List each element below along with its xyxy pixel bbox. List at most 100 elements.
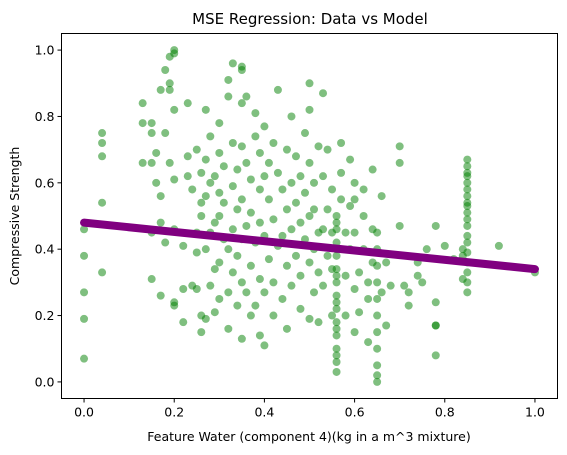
scatter-point bbox=[260, 288, 269, 297]
scatter-point bbox=[364, 294, 373, 303]
scatter-point bbox=[332, 344, 341, 353]
scatter-point bbox=[269, 311, 278, 320]
scatter-point bbox=[192, 145, 201, 154]
scatter-point bbox=[215, 294, 224, 303]
scatter-point bbox=[138, 119, 147, 128]
scatter-point bbox=[210, 172, 219, 181]
scatter-point bbox=[147, 275, 156, 284]
scatter-point bbox=[201, 314, 210, 323]
scatter-point bbox=[350, 285, 359, 293]
scatter-point bbox=[404, 301, 413, 310]
scatter-point bbox=[260, 172, 269, 181]
scatter-point bbox=[237, 334, 246, 343]
scatter-point bbox=[346, 202, 355, 211]
scatter-point bbox=[188, 185, 197, 194]
x-tick-label: 0.6 bbox=[345, 405, 365, 420]
scatter-point bbox=[341, 271, 350, 280]
scatter-point bbox=[138, 99, 147, 108]
scatter-point bbox=[215, 119, 224, 128]
scatter-point bbox=[395, 142, 404, 151]
scatter-point bbox=[287, 225, 296, 234]
scatter-point bbox=[332, 331, 341, 340]
scatter-point bbox=[323, 205, 332, 214]
scatter-point bbox=[210, 308, 219, 317]
scatter-point bbox=[80, 288, 89, 297]
scatter-point bbox=[332, 278, 341, 287]
scatter-point bbox=[305, 79, 314, 88]
scatter-point bbox=[224, 288, 233, 297]
scatter-point bbox=[269, 139, 278, 147]
scatter-point bbox=[463, 288, 472, 297]
scatter-point bbox=[287, 178, 296, 187]
scatter-point bbox=[228, 59, 237, 68]
scatter-point bbox=[242, 288, 251, 297]
scatter-point bbox=[422, 245, 431, 254]
scatter-point bbox=[287, 112, 296, 121]
scatter-point bbox=[233, 205, 242, 214]
scatter-point bbox=[80, 225, 89, 234]
scatter-point bbox=[269, 215, 278, 224]
scatter-point bbox=[355, 308, 364, 317]
x-axis-label: Feature Water (component 4)(kg in a m^3 … bbox=[147, 429, 470, 444]
scatter-point bbox=[98, 139, 107, 147]
scatter-point bbox=[350, 195, 359, 204]
scatter-point bbox=[291, 198, 300, 207]
scatter-point bbox=[255, 148, 264, 157]
scatter-point bbox=[377, 288, 386, 297]
scatter-point bbox=[237, 62, 246, 71]
scatter-point bbox=[98, 198, 107, 207]
scatter-point bbox=[332, 218, 341, 227]
scatter-point bbox=[463, 178, 472, 187]
scatter-point bbox=[332, 225, 341, 234]
scatter-point bbox=[215, 188, 224, 197]
scatter-point bbox=[80, 354, 89, 363]
scatter-point bbox=[431, 221, 440, 230]
scatter-point bbox=[359, 212, 368, 220]
scatter-point bbox=[373, 278, 382, 287]
scatter-point bbox=[305, 158, 314, 167]
scatter-point bbox=[300, 129, 309, 138]
scatter-point bbox=[197, 168, 206, 177]
scatter-point bbox=[98, 268, 107, 277]
scatter-point bbox=[183, 152, 192, 161]
scatter-point bbox=[373, 371, 382, 380]
scatter-point bbox=[201, 155, 210, 164]
scatter-point bbox=[404, 288, 413, 297]
scatter-point bbox=[323, 145, 332, 154]
scatter-point bbox=[337, 195, 346, 204]
scatter-point bbox=[337, 139, 346, 147]
scatter-point bbox=[310, 178, 319, 187]
scatter-point bbox=[296, 218, 305, 227]
scatter-point bbox=[237, 99, 246, 108]
y-tick-label: 1.0 bbox=[35, 43, 55, 58]
scatter-point bbox=[395, 221, 404, 230]
scatter-point bbox=[355, 268, 364, 277]
x-tick-label: 0.8 bbox=[435, 405, 455, 420]
scatter-point bbox=[228, 268, 237, 277]
scatter-point bbox=[332, 367, 341, 376]
scatter-point bbox=[98, 129, 107, 138]
y-tick-label: 0.0 bbox=[35, 374, 55, 389]
scatter-point bbox=[179, 318, 188, 327]
y-axis-label: Compressive Strength bbox=[7, 147, 22, 286]
scatter-point bbox=[373, 228, 382, 237]
scatter-point bbox=[201, 245, 210, 254]
scatter-point bbox=[395, 158, 404, 167]
scatter-point bbox=[332, 298, 341, 307]
scatter-point bbox=[156, 218, 165, 227]
scatter-point bbox=[382, 321, 391, 330]
scatter-point bbox=[463, 248, 472, 257]
scatter-point bbox=[183, 99, 192, 108]
scatter-point bbox=[161, 66, 170, 74]
scatter-point bbox=[183, 172, 192, 181]
scatter-point bbox=[246, 175, 255, 184]
scatter-point bbox=[269, 278, 278, 287]
scatter-point bbox=[305, 105, 314, 114]
scatter-point bbox=[332, 291, 341, 300]
scatter-point bbox=[494, 241, 503, 250]
scatter-point bbox=[332, 318, 341, 327]
scatter-point bbox=[138, 158, 147, 167]
scatter-point bbox=[206, 178, 215, 187]
scatter-point bbox=[98, 152, 107, 161]
